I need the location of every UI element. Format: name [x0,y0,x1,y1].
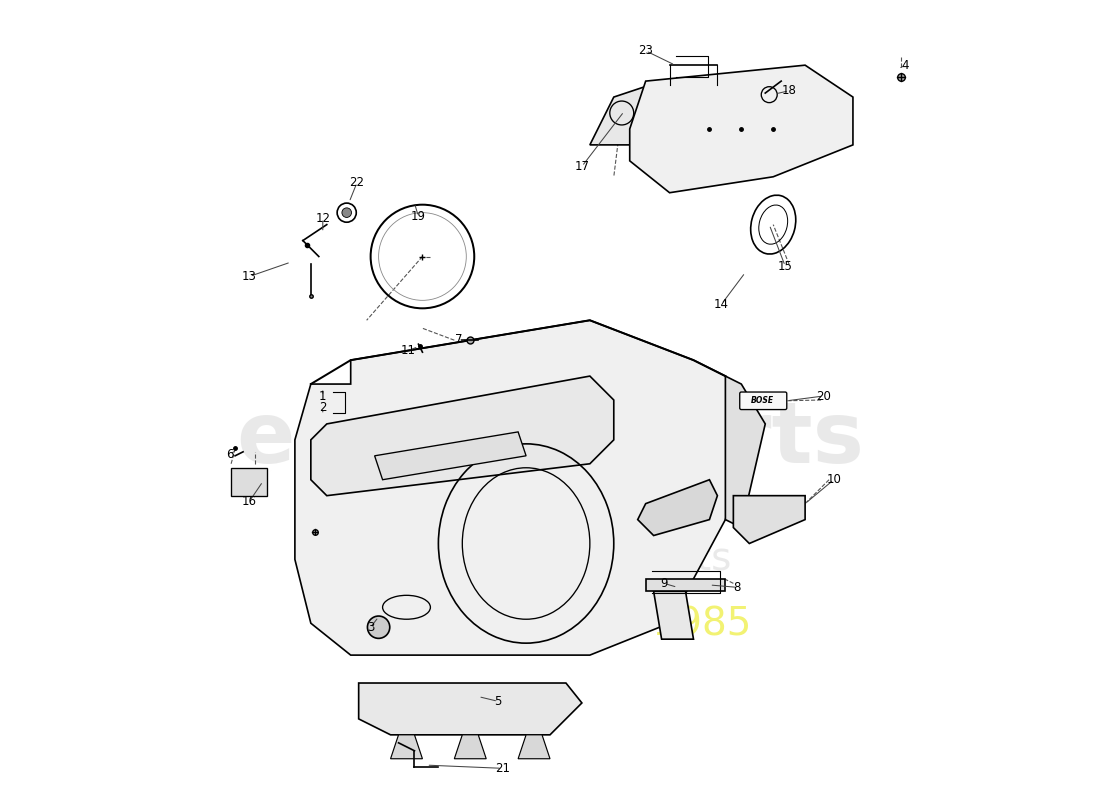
Text: 15: 15 [778,259,793,273]
Circle shape [367,616,389,638]
Polygon shape [638,480,717,535]
Text: eurocarparts: eurocarparts [236,398,864,482]
Circle shape [342,208,352,218]
Text: 16: 16 [242,494,257,508]
Text: 23: 23 [638,44,653,58]
Text: 11: 11 [400,344,416,357]
Text: 19: 19 [411,210,426,223]
Polygon shape [390,735,422,758]
Text: BOSE: BOSE [751,396,774,406]
Polygon shape [454,735,486,758]
Text: 14: 14 [714,298,729,311]
Text: a passion for parts: a passion for parts [368,541,732,578]
Text: 17: 17 [574,160,590,173]
Text: 5: 5 [495,695,502,708]
Text: 1: 1 [319,390,327,402]
Polygon shape [295,320,749,655]
Polygon shape [375,432,526,480]
Polygon shape [653,591,693,639]
Text: 22: 22 [350,176,364,189]
FancyBboxPatch shape [739,392,786,410]
Text: 6: 6 [226,448,233,461]
Polygon shape [725,376,766,527]
Text: 21: 21 [495,762,509,775]
Polygon shape [734,496,805,543]
Bar [646,579,725,591]
Polygon shape [359,683,582,735]
Bar [231,468,267,496]
Polygon shape [590,81,661,145]
Text: 13: 13 [242,270,257,283]
Polygon shape [311,376,614,496]
Text: 12: 12 [316,212,330,225]
Text: 10: 10 [826,474,842,486]
Text: 7: 7 [454,333,462,346]
Text: 20: 20 [816,390,831,402]
Text: 3: 3 [367,621,374,634]
Text: 4: 4 [901,58,909,72]
Polygon shape [518,735,550,758]
Text: since 1985: since 1985 [539,604,752,642]
Text: 9: 9 [660,577,668,590]
Polygon shape [629,65,852,193]
Text: 8: 8 [734,581,741,594]
Text: 2: 2 [319,402,327,414]
Text: 18: 18 [782,84,796,97]
